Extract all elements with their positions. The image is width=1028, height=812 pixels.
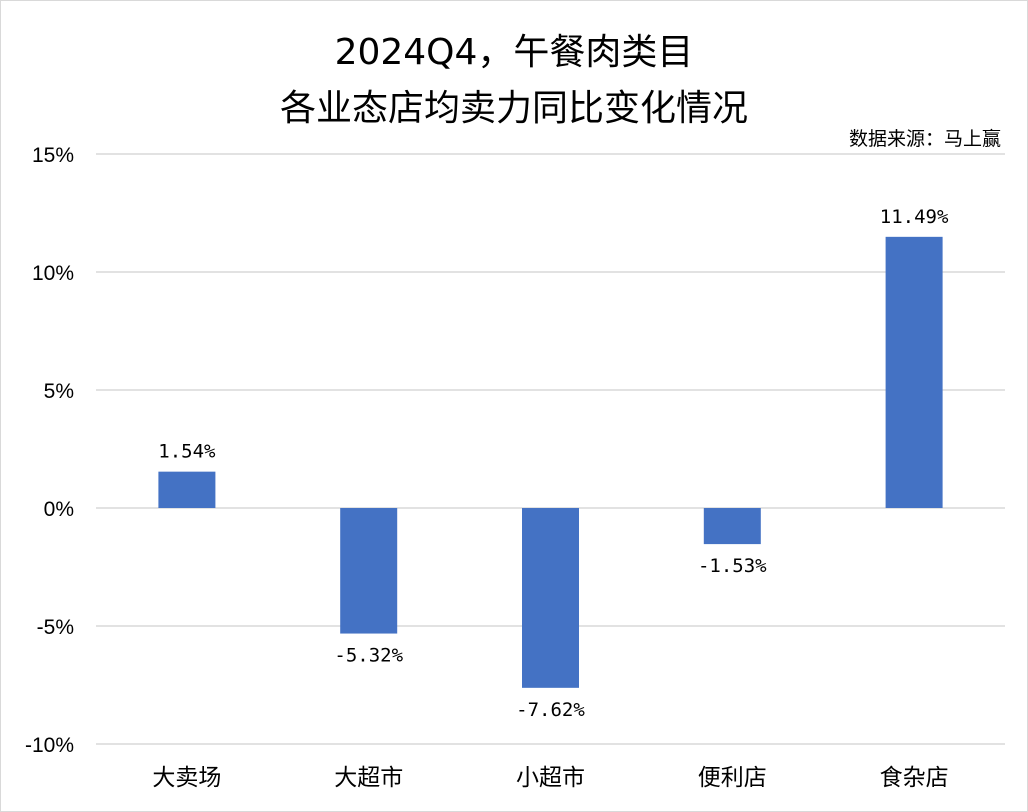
y-tick-label: 10%	[32, 262, 74, 285]
y-tick-label: 5%	[44, 380, 74, 403]
bar	[340, 508, 398, 634]
x-category-label: 大卖场	[152, 765, 221, 791]
data-label: 11.49%	[880, 206, 949, 228]
data-label: 1.54%	[158, 441, 216, 463]
bar	[522, 508, 579, 688]
x-category-label: 便利店	[698, 765, 767, 791]
data-source-note: 数据来源：马上赢	[848, 128, 1001, 150]
bar	[158, 471, 216, 508]
bar	[703, 508, 761, 545]
data-label: -5.32%	[334, 645, 403, 667]
data-label: -7.62%	[516, 699, 585, 721]
x-category-label: 大超市	[334, 765, 403, 791]
y-tick-label: -10%	[25, 734, 74, 757]
data-label: -1.53%	[698, 555, 767, 577]
x-category-label: 小超市	[516, 765, 585, 791]
x-category-label: 食杂店	[880, 765, 949, 791]
y-tick-label: 15%	[32, 144, 74, 167]
bar	[885, 236, 943, 508]
y-tick-label: 0%	[44, 498, 74, 521]
chart-title-line2: 各业态店均卖力同比变化情况	[279, 88, 748, 129]
y-tick-label: -5%	[37, 616, 74, 639]
chart-title-line1: 2024Q4，午餐肉类目	[334, 32, 694, 73]
